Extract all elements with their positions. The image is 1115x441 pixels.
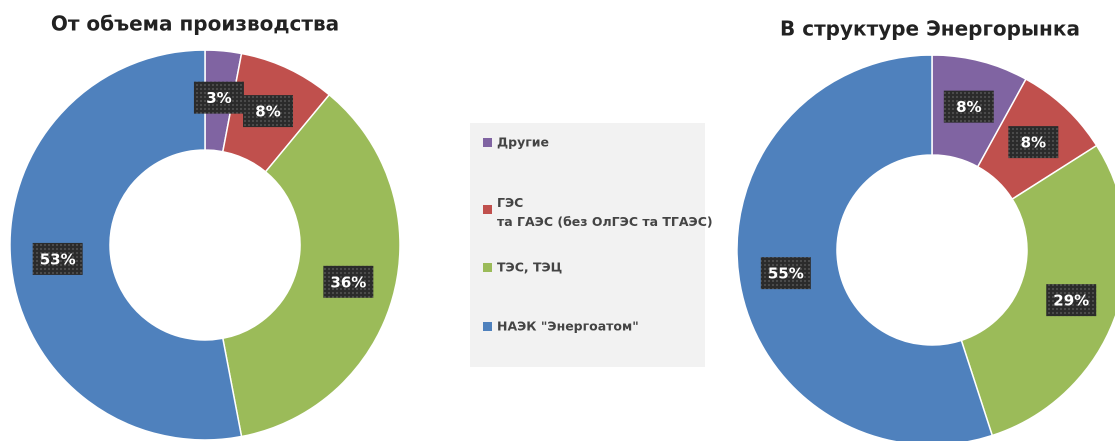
donut-segment (9, 49, 243, 441)
legend-swatch (483, 322, 492, 331)
label-text: 8% (956, 98, 981, 116)
label-box (1008, 126, 1059, 159)
label-box (243, 95, 294, 128)
label-text: 8% (1021, 134, 1046, 152)
label-text: 53% (40, 250, 76, 268)
data-label: 8% (1008, 126, 1059, 159)
label-text: 36% (330, 273, 366, 291)
legend-box (470, 123, 705, 367)
legend-label: Другие (497, 135, 549, 150)
legend-line: та ГАЭС (без ОлГЭС та ТГАЭС) (497, 214, 713, 229)
label-box (323, 265, 374, 298)
donut-segment (221, 93, 401, 438)
legend-swatch (483, 138, 492, 147)
chart-title: В структуре Энергорынка (780, 17, 1080, 41)
legend-label: НАЭК "Энергоатом" (497, 319, 639, 334)
label-text: 8% (255, 103, 280, 121)
label-text: 29% (1053, 292, 1089, 310)
label-box (760, 257, 811, 290)
data-label: 8% (943, 90, 994, 123)
data-label: 36% (323, 265, 374, 298)
donut-segment (736, 54, 994, 441)
label-box (1046, 284, 1097, 317)
data-label: 3% (193, 81, 244, 114)
label-box (943, 90, 994, 123)
data-label: 8% (243, 95, 294, 128)
legend-swatch (483, 205, 492, 214)
legend-swatch (483, 263, 492, 272)
label-text: 55% (768, 265, 804, 283)
donut-segment (960, 144, 1115, 437)
legend-label: ГЭС та ГАЭС (без ОлГЭС та ТГАЭС) (497, 195, 713, 229)
legend-line: ГЭС (497, 195, 528, 210)
label-box (32, 242, 83, 275)
data-label: 55% (760, 257, 811, 290)
data-label: 53% (32, 242, 83, 275)
data-label: 29% (1046, 284, 1097, 317)
label-box (193, 81, 244, 114)
chart-title: От объема производства (51, 12, 339, 36)
label-text: 3% (206, 89, 231, 107)
legend-label: ТЭС, ТЭЦ (497, 260, 562, 275)
